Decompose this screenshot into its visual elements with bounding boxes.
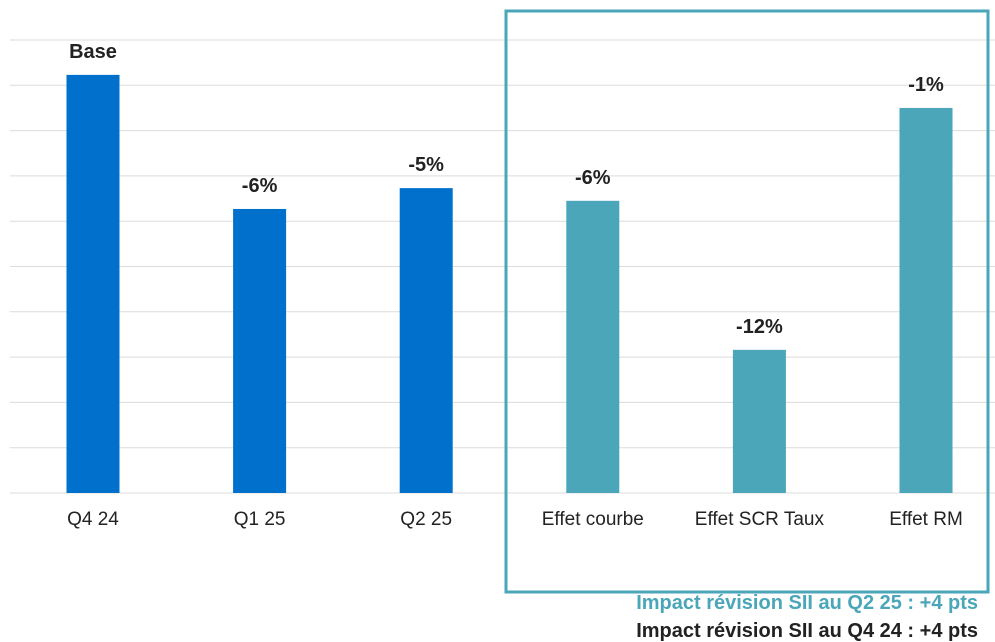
data-label: -6% (575, 166, 611, 189)
highlight-box (504, 9, 990, 594)
bar (399, 188, 453, 494)
annotation: Impact révision SII au Q4 24 : +4 pts (636, 620, 978, 642)
x-tick-label: Effet SCR Taux (694, 509, 824, 530)
data-label: -1% (908, 73, 944, 96)
data-label: -5% (408, 154, 444, 177)
x-tick-label: Q4 24 (67, 509, 119, 530)
data-label: -6% (241, 174, 278, 197)
annotation: Impact révision SII au Q2 25 : +4 pts (636, 592, 978, 614)
bar (899, 107, 953, 493)
bar (732, 349, 786, 493)
data-label: Base (69, 40, 117, 63)
x-tick-label: Q1 25 (233, 509, 286, 530)
x-tick-label: Effet courbe (541, 509, 644, 530)
x-tick-label: Effet RM (889, 509, 963, 530)
data-label: -12% (736, 315, 783, 338)
x-tick-label: Q2 25 (400, 509, 453, 530)
bar (66, 74, 120, 494)
bar (233, 208, 287, 493)
bar (566, 200, 620, 493)
